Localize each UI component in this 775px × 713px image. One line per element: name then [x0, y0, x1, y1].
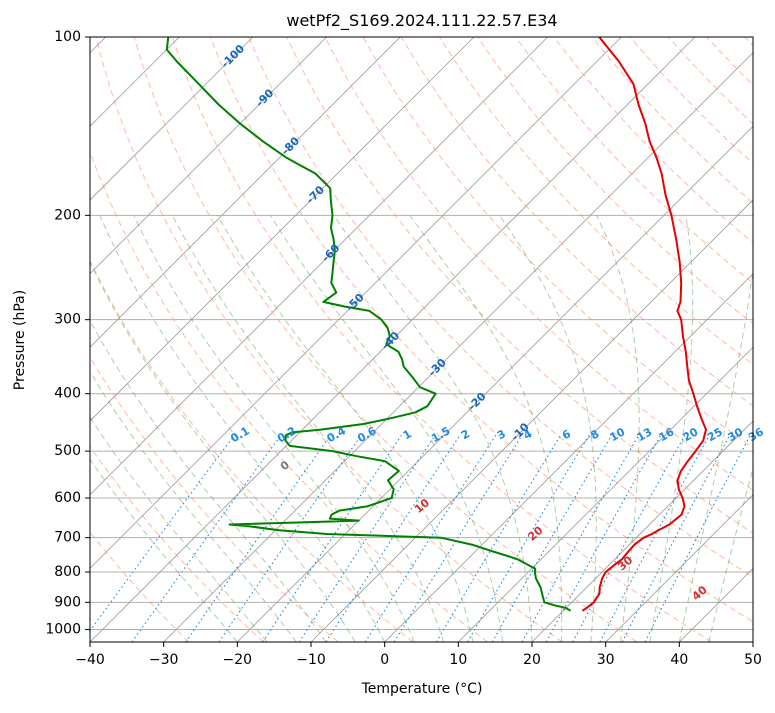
y-tick-label: 700 [54, 530, 81, 546]
x-tick-label: −40 [75, 652, 105, 668]
x-tick-label: 30 [597, 652, 615, 668]
y-tick-label: 1000 [45, 621, 81, 637]
y-tick-label: 600 [54, 490, 81, 506]
x-axis-title: Temperature (°C) [361, 681, 483, 697]
chart-title: wetPf2_S169.2024.111.22.57.E34 [286, 11, 557, 31]
x-tick-label: 50 [744, 652, 762, 668]
y-tick-label: 900 [54, 594, 81, 610]
y-tick-label: 400 [54, 386, 81, 402]
y-tick-label: 800 [54, 564, 81, 580]
x-tick-label: −20 [223, 652, 253, 668]
x-tick-label: 10 [449, 652, 467, 668]
y-tick-label: 300 [54, 312, 81, 328]
y-tick-label: 200 [54, 207, 81, 223]
x-tick-label: 40 [670, 652, 688, 668]
y-tick-label: 500 [54, 443, 81, 459]
x-tick-label: −30 [149, 652, 179, 668]
x-tick-label: 0 [380, 652, 389, 668]
y-axis-title: Pressure (hPa) [12, 290, 28, 390]
x-tick-label: 20 [523, 652, 541, 668]
x-tick-label: −10 [296, 652, 326, 668]
y-tick-label: 100 [54, 29, 81, 45]
